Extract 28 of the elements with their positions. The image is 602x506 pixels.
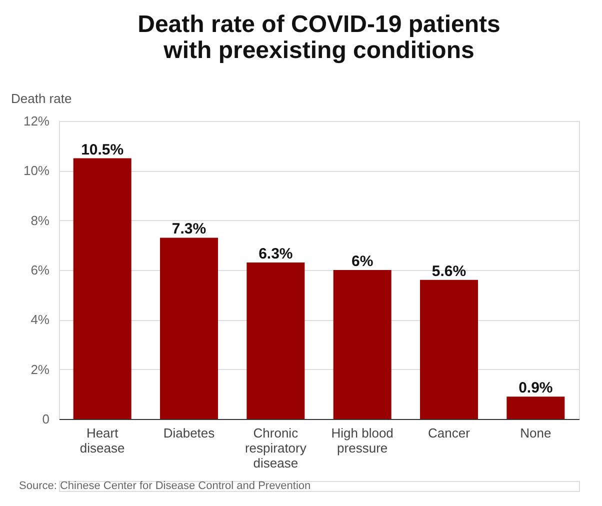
y-tick-label: 10% [23, 163, 50, 178]
data-label: 10.5% [81, 141, 124, 158]
x-tick-label: Diabetes [163, 426, 216, 440]
y-axis-title: Death rate [11, 91, 72, 106]
data-label: 7.3% [172, 220, 206, 238]
bar [160, 238, 218, 419]
x-tick-label: None [520, 426, 552, 440]
x-tick-label: High blood pressure [331, 426, 394, 456]
bar [506, 396, 565, 419]
source-note: Source: Chinese Center for Disease Control and Prevention [19, 480, 311, 492]
bar [420, 280, 478, 419]
y-tick-label: 0 [42, 412, 50, 426]
bar [333, 270, 392, 419]
x-tick-label: Cancer [428, 426, 471, 440]
bar [246, 262, 305, 419]
bar [73, 158, 132, 419]
data-label: 6.3% [258, 246, 293, 263]
data-label: 5.6% [432, 262, 466, 280]
x-tick-label: Heart disease [80, 426, 125, 456]
y-tick-label: 4% [30, 312, 50, 328]
y-tick-label: 2% [30, 362, 50, 377]
y-tick-label: 12% [23, 114, 50, 128]
y-tick-label: 6% [30, 262, 50, 278]
x-tick-label: Chronic respiratory disease [244, 426, 307, 470]
y-tick-label: 8% [30, 212, 50, 228]
data-label: 6% [351, 253, 374, 270]
chart-title: Death rate of COVID-19 patients with preexisting conditions [138, 11, 500, 64]
data-label: 0.9% [518, 380, 553, 397]
